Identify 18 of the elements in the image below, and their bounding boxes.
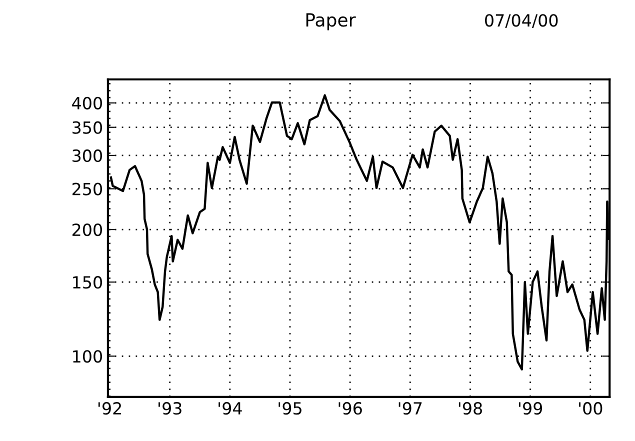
text: 07/04/00 (485, 14, 558, 28)
y-tick-label: 350 (72, 121, 102, 134)
x-tick-label: '00 (579, 402, 602, 415)
x-tick-label: '92 (98, 402, 121, 415)
x-tick-label: '94 (218, 402, 242, 415)
x-tick-label: '99 (519, 402, 542, 415)
chart-title: Paper (306, 13, 356, 30)
y-tick-label: 250 (72, 182, 102, 196)
x-tick-label: '98 (458, 402, 482, 415)
y-tick-label: 400 (72, 96, 102, 110)
x-tick-label: '96 (338, 402, 362, 415)
x-tick-label: '93 (158, 402, 182, 415)
y-tick-label: 300 (72, 149, 102, 162)
y-tick-label: 200 (72, 223, 102, 236)
x-tick-label: '97 (398, 402, 422, 415)
y-tick-label: 150 (73, 276, 102, 289)
x-tick-label: '95 (278, 402, 302, 415)
y-tick-label: 100 (73, 350, 102, 363)
